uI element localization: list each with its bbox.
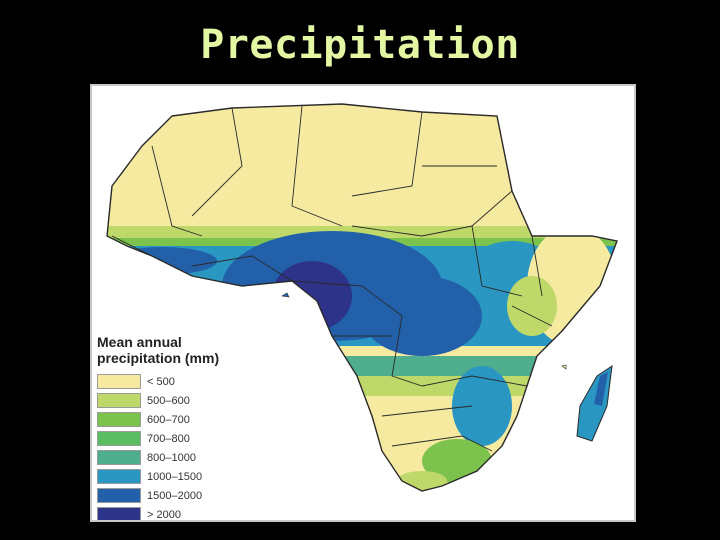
legend-item: 500–600 [97, 391, 267, 410]
legend-swatch [97, 469, 141, 484]
legend-item: < 500 [97, 372, 267, 391]
legend-item: 600–700 [97, 410, 267, 429]
legend-title: Mean annual precipitation (mm) [97, 334, 220, 366]
legend-swatch [97, 431, 141, 446]
legend-item: 800–1000 [97, 448, 267, 467]
legend-item: 1000–1500 [97, 467, 267, 486]
legend-swatch [97, 393, 141, 408]
legend-label: 800–1000 [147, 451, 196, 464]
legend-swatch [97, 450, 141, 465]
legend-label: 1000–1500 [147, 470, 203, 483]
legend-label: > 2000 [147, 508, 181, 521]
legend-swatch [97, 374, 141, 389]
slide-title: Precipitation [200, 22, 520, 68]
legend-label: 1500–2000 [147, 489, 203, 502]
legend-swatch [97, 507, 141, 520]
country-borders [111, 105, 553, 452]
continent-outline [106, 103, 618, 492]
legend-item: 1500–2000 [97, 486, 267, 505]
precipitation-map: Mean annual precipitation (mm) < 500 500–… [90, 84, 636, 522]
legend-label: 700–800 [147, 432, 190, 445]
legend-swatch [97, 412, 141, 427]
legend-item: > 2000 [97, 505, 267, 521]
legend-item: 700–800 [97, 429, 267, 448]
africa-map-graphic [106, 103, 618, 492]
legend-swatch [97, 488, 141, 503]
legend-label: < 500 [147, 375, 175, 388]
legend-label: 600–700 [147, 413, 190, 426]
map-legend: Mean annual precipitation (mm) < 500 500–… [97, 334, 267, 521]
legend-label: 500–600 [147, 394, 190, 407]
